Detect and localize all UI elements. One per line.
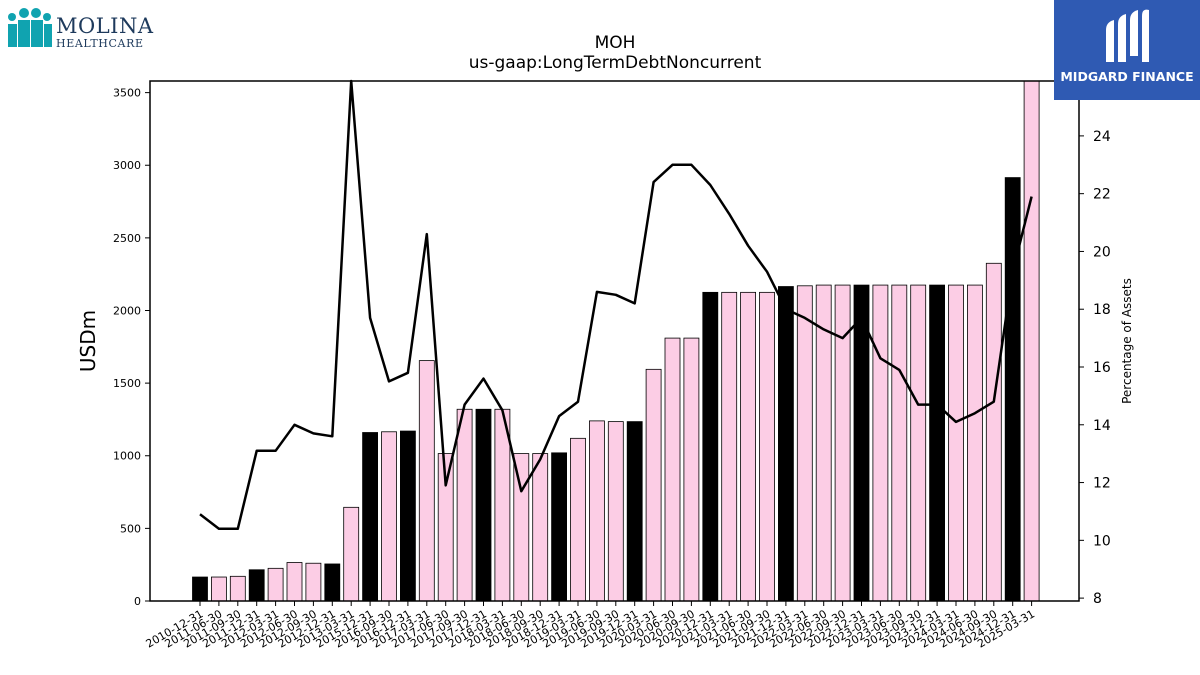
bar-2019-09-30 [607, 421, 624, 602]
y2-tick-label: 14 [1093, 418, 1111, 434]
y2-tick-label: 8 [1093, 591, 1102, 607]
bar-2011-12-31 [248, 569, 265, 602]
bar-2016-12-31 [399, 430, 416, 602]
y-tick-label: 2000 [113, 304, 141, 317]
bar-2024-12-31 [1004, 177, 1021, 602]
y2-tick-label: 16 [1093, 360, 1111, 376]
y-tick-label: 500 [120, 522, 141, 535]
bar-2018-12-31 [551, 452, 567, 602]
bar-2023-03-31 [872, 284, 889, 602]
bar-2012-06-30 [286, 562, 303, 602]
bar-2020-03-31 [645, 368, 662, 602]
bar-2012-09-30 [305, 562, 322, 602]
midgard-m-icon [1106, 9, 1149, 63]
molina-logo-sub: HEALTHCARE [56, 37, 144, 50]
y-axis-label: USDm [76, 310, 100, 372]
bar-2025-03-31 [1023, 80, 1040, 602]
y2-axis-label: Percentage of Assets [1120, 278, 1134, 404]
y2-tick-label: 18 [1093, 302, 1111, 318]
y-tick-label: 1500 [113, 377, 141, 390]
y2-tick-label: 10 [1093, 533, 1111, 549]
bar-2017-12-31 [475, 408, 492, 602]
midgard-logo-name: MIDGARD FINANCE [1060, 69, 1194, 84]
bar-2018-09-30 [532, 453, 549, 602]
bar-2022-12-31 [853, 284, 870, 602]
y2-tick-label: 22 [1093, 187, 1111, 203]
y2-tick-label: 20 [1093, 244, 1111, 260]
bar-2024-06-30 [967, 284, 983, 602]
bar-2016-09-30 [381, 431, 397, 602]
y2-tick-label: 24 [1093, 129, 1111, 145]
bar-2015-12-31 [362, 432, 379, 602]
plot-frame [149, 80, 1080, 602]
bar-2023-06-30 [891, 284, 908, 602]
bar-2024-09-30 [985, 262, 1002, 602]
bar-2020-06-30 [664, 337, 681, 602]
y-tick-label: 1000 [113, 450, 141, 463]
molina-logo-name: MOLINA [56, 14, 154, 38]
bar-2021-03-31 [721, 291, 738, 602]
chart-title: MOH [595, 33, 636, 53]
pct-assets-line [199, 79, 1033, 531]
chart-subtitle: us-gaap:LongTermDebtNoncurrent [469, 53, 762, 73]
molina-people-icon [8, 8, 52, 47]
y-tick-label: 3500 [113, 87, 141, 100]
bar-2012-03-31 [267, 567, 284, 602]
midgard-logo: MIDGARD FINANCE [1054, 0, 1200, 100]
bar-2020-12-31 [702, 291, 719, 602]
bar-2021-12-31 [778, 286, 794, 602]
bar-2019-12-31 [626, 421, 643, 602]
bar-2019-06-30 [589, 420, 605, 602]
bar-2024-03-31 [948, 284, 964, 602]
bar-2011-09-30 [229, 575, 246, 602]
bar-2022-03-31 [796, 285, 813, 602]
bar-2021-09-30 [759, 291, 775, 602]
bar-2018-06-30 [513, 453, 530, 602]
bar-2010-12-31 [192, 576, 208, 602]
bar-2017-09-30 [456, 408, 473, 602]
bar-2023-12-31 [929, 284, 945, 602]
bar-2017-03-31 [418, 360, 435, 602]
y-tick-label: 0 [134, 595, 141, 608]
y-tick-label: 2500 [113, 232, 141, 245]
bar-2021-06-30 [740, 291, 756, 602]
bar-2019-03-31 [570, 437, 586, 602]
y-tick-label: 3000 [113, 159, 141, 172]
bar-2020-09-30 [683, 337, 700, 602]
bar-2013-03-31 [343, 506, 360, 602]
y2-tick-label: 12 [1093, 476, 1111, 492]
bar-2023-09-30 [910, 284, 927, 602]
molina-logo: MOLINA HEALTHCARE [6, 6, 156, 52]
bar-2011-06-30 [210, 576, 227, 602]
bar-2012-12-31 [324, 563, 341, 602]
